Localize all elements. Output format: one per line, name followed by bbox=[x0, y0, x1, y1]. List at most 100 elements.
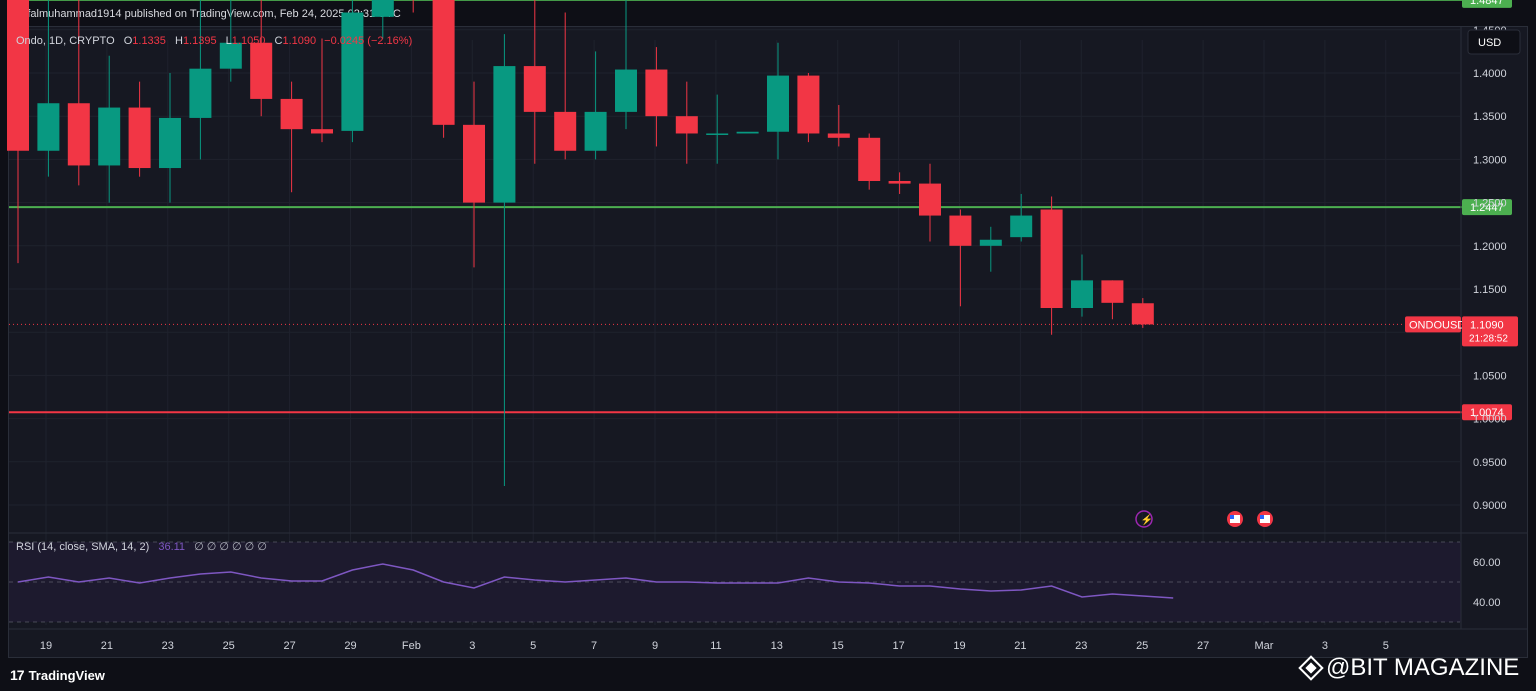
x-tick-label: 13 bbox=[771, 640, 783, 652]
x-tick-label: 17 bbox=[892, 640, 904, 652]
symbol-tag-text: ONDOUSD bbox=[1409, 319, 1465, 331]
x-tick-label: 19 bbox=[40, 640, 52, 652]
diamond-icon bbox=[1298, 655, 1324, 681]
x-tick-label: 9 bbox=[652, 640, 658, 652]
price-tag bbox=[1462, 316, 1518, 347]
candle-body[interactable] bbox=[615, 69, 637, 112]
candle-body[interactable] bbox=[949, 215, 972, 246]
candle-body[interactable] bbox=[979, 239, 1002, 246]
candle-body[interactable] bbox=[1131, 303, 1154, 325]
x-tick-label: 25 bbox=[1136, 640, 1148, 652]
watermark-text: @BIT MAGAZINE bbox=[1326, 654, 1520, 681]
footer-bar bbox=[0, 659, 1536, 691]
candle-body[interactable] bbox=[250, 42, 273, 99]
level-tag bbox=[1462, 404, 1512, 421]
candle-body[interactable] bbox=[523, 66, 546, 112]
high-value: 1.1395 bbox=[183, 35, 217, 47]
tradingview-logo-icon: 17 bbox=[10, 667, 25, 683]
candle-body[interactable] bbox=[7, 0, 29, 151]
price-tag-text: 1.1090 bbox=[1470, 319, 1504, 331]
candle-body[interactable] bbox=[371, 0, 394, 17]
candle-body[interactable] bbox=[37, 103, 60, 151]
candle-body[interactable] bbox=[1040, 209, 1063, 309]
publish-info: naufalmuhammad1914 published on TradingV… bbox=[9, 8, 401, 20]
candle-body[interactable] bbox=[432, 0, 455, 125]
x-tick-label: 23 bbox=[1075, 640, 1087, 652]
candle-body[interactable] bbox=[493, 66, 516, 203]
symbol-name: Ondo, 1D, CRYPTO bbox=[16, 35, 115, 47]
candle-body[interactable] bbox=[1071, 280, 1093, 309]
y-tick-label: 1.2500 bbox=[1473, 198, 1507, 210]
countdown-text: 21:28:52 bbox=[1469, 333, 1508, 344]
x-tick-label: 11 bbox=[710, 640, 721, 652]
candle-body[interactable] bbox=[1101, 280, 1124, 303]
candle-body[interactable] bbox=[159, 117, 181, 169]
flag-icon[interactable] bbox=[1227, 511, 1243, 527]
symbol-legend: Ondo, 1D, CRYPTO O1.1335 H1.1395 L1.1050… bbox=[16, 35, 412, 47]
candle-body[interactable] bbox=[675, 116, 698, 134]
watermark: @BIT MAGAZINE bbox=[1298, 654, 1520, 682]
flag-icon[interactable] bbox=[1257, 511, 1273, 527]
candle-body[interactable] bbox=[706, 133, 729, 135]
level-tag bbox=[1462, 199, 1512, 216]
y-tick-label: 0.9500 bbox=[1473, 457, 1507, 469]
close-label: C bbox=[275, 35, 283, 47]
y-tick-label: 1.2000 bbox=[1473, 241, 1507, 253]
y-tick-label: 1.0000 bbox=[1473, 414, 1507, 426]
candle-body[interactable] bbox=[128, 107, 151, 169]
y-tick-label: 1.4000 bbox=[1473, 68, 1507, 80]
candle-body[interactable] bbox=[554, 111, 577, 151]
candle-body[interactable] bbox=[341, 12, 364, 131]
candle-body[interactable] bbox=[280, 98, 303, 130]
low-value: 1.1050 bbox=[232, 35, 266, 47]
rsi-tick-label: 40.00 bbox=[1473, 597, 1501, 609]
level-tag bbox=[1462, 0, 1512, 8]
x-tick-label: 27 bbox=[1197, 640, 1209, 652]
x-tick-label: 27 bbox=[283, 640, 295, 652]
candle-body[interactable] bbox=[584, 111, 607, 151]
y-tick-label: 1.1500 bbox=[1473, 284, 1507, 296]
tradingview-brand: TradingView bbox=[28, 667, 105, 683]
svg-text:⚡: ⚡ bbox=[1141, 513, 1153, 526]
candle-body[interactable] bbox=[858, 137, 881, 181]
change-value: −0.0245 (−2.16%) bbox=[324, 35, 412, 47]
rsi-line[interactable] bbox=[17, 563, 1174, 599]
rsi-value: 36.11 bbox=[158, 541, 185, 553]
level-label: 1.0074 bbox=[1470, 407, 1504, 419]
x-tick-label: 23 bbox=[162, 640, 174, 652]
candle-body[interactable] bbox=[98, 107, 121, 166]
x-tick-label: 25 bbox=[223, 640, 235, 652]
candle-body[interactable] bbox=[189, 68, 212, 118]
lightning-icon[interactable]: ⚡ bbox=[1135, 510, 1153, 528]
symbol-tag bbox=[1405, 316, 1461, 333]
rsi-tick-label: 60.00 bbox=[1473, 557, 1501, 569]
candle-body[interactable] bbox=[463, 124, 485, 203]
candle-body[interactable] bbox=[767, 75, 789, 132]
tradingview-logo[interactable]: 17 TradingView bbox=[10, 667, 105, 683]
x-tick-label: Mar bbox=[1255, 640, 1274, 652]
candle-body[interactable] bbox=[219, 42, 242, 69]
level-label: 1.4847 bbox=[1470, 0, 1504, 7]
x-tick-label: Feb bbox=[402, 640, 421, 652]
currency-label: USD bbox=[1478, 37, 1501, 49]
candle-body[interactable] bbox=[797, 75, 820, 134]
candle-body[interactable] bbox=[1010, 215, 1033, 238]
rsi-legend-label: RSI (14, close, SMA, 14, 2) bbox=[16, 541, 149, 553]
x-tick-label: 5 bbox=[530, 640, 536, 652]
candle-body[interactable] bbox=[67, 103, 90, 166]
candle-body[interactable] bbox=[736, 131, 759, 134]
x-tick-label: 3 bbox=[469, 640, 475, 652]
rsi-placeholders: ∅ ∅ ∅ ∅ ∅ ∅ bbox=[194, 541, 267, 553]
y-tick-label: 1.0500 bbox=[1473, 370, 1507, 382]
open-value: 1.1335 bbox=[132, 35, 166, 47]
candle-body[interactable] bbox=[827, 133, 850, 138]
candle-body[interactable] bbox=[919, 183, 941, 216]
candle-body[interactable] bbox=[311, 129, 333, 134]
currency-button[interactable]: USD bbox=[1467, 29, 1521, 55]
x-tick-label: 29 bbox=[344, 640, 356, 652]
candle-body[interactable] bbox=[888, 181, 911, 184]
candle-body[interactable] bbox=[645, 69, 668, 117]
x-tick-label: 21 bbox=[1014, 640, 1026, 652]
x-tick-label: 5 bbox=[1383, 640, 1389, 652]
